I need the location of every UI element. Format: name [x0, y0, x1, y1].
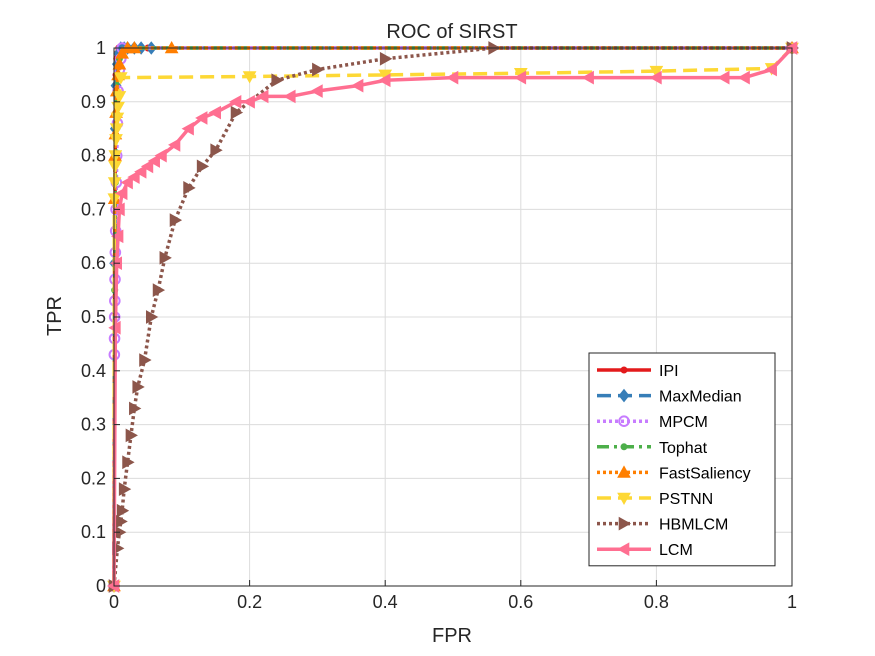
data-point-hbmlcm — [139, 353, 152, 367]
x-tick-label: 0.8 — [644, 592, 669, 612]
data-point-lcm — [115, 186, 128, 201]
ticks: 0 0.2 0.4 0.6 0.8 1 0 0.1 0.2 0.3 0.4 0.5 0.6 0.7 0.8 0… — [81, 38, 797, 612]
data-point-pstnn — [242, 71, 257, 84]
data-point-lcm — [127, 170, 140, 184]
data-point-lcm — [649, 70, 662, 85]
data-point-hbmlcm — [169, 213, 183, 228]
legend-marker-pstnn — [617, 492, 631, 506]
data-point-lcm — [181, 121, 194, 136]
y-tick-label: 0.4 — [81, 361, 106, 381]
data-point-lcm — [229, 94, 242, 109]
data-point-lcm — [737, 70, 750, 85]
x-tick-label: 0.6 — [508, 592, 533, 612]
x-tick-label: 1 — [787, 592, 797, 612]
data-point-lcm — [167, 137, 181, 152]
data-point-lcm — [351, 78, 364, 93]
data-point-hbmlcm — [145, 310, 159, 324]
data-point-lcm — [154, 148, 167, 163]
legend-marker-tophat — [620, 443, 628, 451]
y-tick-label: 0 — [96, 576, 106, 596]
y-tick-label: 0.6 — [81, 253, 106, 273]
data-point-pstnn — [107, 177, 122, 190]
data-point-fastsaliency — [127, 40, 142, 54]
data-point-lcm — [256, 89, 269, 104]
legend-label-maxmedian: MaxMedian — [659, 389, 742, 406]
legend-marker-ipi — [620, 366, 628, 374]
data-point-lcm — [445, 70, 459, 85]
y-axis-label: TPR — [44, 296, 66, 336]
data-point-hbmlcm — [196, 159, 210, 174]
data-point-pstnn — [649, 65, 664, 79]
data-point-pstnn — [111, 101, 125, 115]
y-tick-label: 0.1 — [81, 522, 106, 542]
y-tick-label: 0.5 — [81, 307, 106, 327]
data-point-lcm — [310, 84, 323, 98]
data-point-hbmlcm — [271, 73, 284, 88]
data-point-hbmlcm — [125, 428, 138, 443]
legend-marker-fastsaliency — [617, 465, 631, 478]
data-point-lcm — [111, 229, 124, 244]
data-point-lcm — [242, 94, 255, 109]
data-point-hbmlcm — [118, 482, 132, 497]
x-tick-label: 0.4 — [373, 592, 398, 612]
data-point-lcm — [147, 154, 160, 168]
data-point-pstnn — [109, 134, 123, 147]
legend-label-hbmlcm: HBMLCM — [659, 517, 728, 534]
data-point-hbmlcm — [132, 380, 145, 394]
legend-marker-hbmlcm — [618, 516, 632, 531]
data-point-hbmlcm — [379, 51, 393, 66]
legend-box — [588, 352, 776, 567]
data-point-lcm — [108, 320, 121, 335]
data-point-lcm — [134, 164, 147, 179]
legend: IPI MaxMedian MPCM Tophat FastSaliency PSTNN H… — [588, 352, 776, 567]
legend-label-tophat: Tophat — [659, 440, 708, 457]
legend-marker-mpcm — [618, 415, 630, 428]
data-point-lcm — [283, 89, 296, 104]
data-point-lcm — [717, 70, 730, 85]
x-axis-label: FPR — [432, 625, 472, 647]
data-point-hbmlcm — [122, 455, 135, 470]
legend-label-mpcm: MPCM — [659, 414, 708, 431]
data-point-lcm — [764, 62, 777, 77]
data-point-hbmlcm — [312, 62, 325, 77]
data-point-hbmlcm — [210, 143, 223, 158]
legend-label-lcm: LCM — [659, 542, 693, 559]
series-line-pstnn — [112, 46, 794, 587]
data-point-lcm — [208, 105, 221, 120]
data-point-hbmlcm — [116, 503, 130, 518]
data-point-lcm — [140, 159, 154, 174]
chart-title: ROC of SIRST — [386, 21, 517, 43]
data-point-lcm — [581, 70, 594, 85]
x-tick-label: 0.2 — [237, 592, 262, 612]
data-point-hbmlcm — [129, 401, 142, 416]
legend-marker-lcm — [616, 542, 630, 557]
data-point-pstnn — [113, 72, 128, 85]
legend-label-ipi: IPI — [659, 363, 679, 380]
data-point-fastsaliency — [112, 57, 127, 70]
y-tick-label: 0.9 — [81, 92, 106, 112]
data-point-fastsaliency — [164, 40, 179, 54]
data-point-hbmlcm — [230, 105, 244, 120]
y-tick-label: 1 — [96, 38, 106, 58]
x-tick-label: 0 — [109, 592, 119, 612]
data-point-hbmlcm — [152, 283, 166, 297]
data-point-lcm — [378, 73, 391, 88]
data-point-lcm — [513, 70, 527, 85]
data-point-lcm — [195, 111, 208, 125]
data-point-hbmlcm — [159, 250, 172, 265]
legend-label-pstnn: PSTNN — [659, 491, 713, 508]
data-point-hbmlcm — [183, 181, 196, 195]
data-point-lcm — [120, 175, 133, 190]
y-tick-label: 0.8 — [81, 146, 106, 166]
data-point-pstnn — [108, 150, 123, 163]
data-point-pstnn — [112, 91, 127, 104]
legend-label-fastsaliency: FastSaliency — [659, 465, 751, 482]
y-tick-label: 0.2 — [81, 468, 106, 488]
y-tick-label: 0.7 — [81, 199, 106, 219]
legend-marker-maxmedian — [618, 388, 630, 403]
y-tick-label: 0.3 — [81, 415, 106, 435]
